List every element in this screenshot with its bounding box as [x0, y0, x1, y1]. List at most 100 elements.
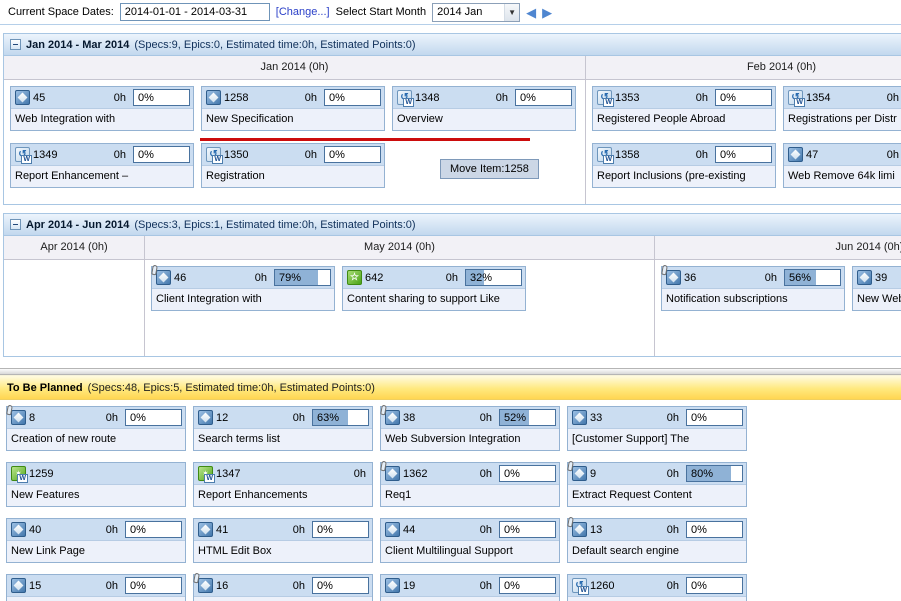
spec-card[interactable]: 1362 0h 0% Req1	[380, 460, 560, 507]
progress-value: 63%	[317, 411, 340, 424]
card-hours: 0h	[254, 271, 267, 284]
requirement-diamond-icon	[11, 578, 26, 593]
card-hours: 0h	[764, 271, 777, 284]
progress-value: 0%	[691, 411, 707, 424]
progress-fill	[687, 466, 731, 481]
section-header[interactable]: Jan 2014 - Mar 2014 (Specs:9, Epics:0, Es…	[4, 34, 901, 56]
change-dates-link[interactable]: [Change...]	[275, 6, 330, 18]
progress-box: 0%	[499, 465, 556, 482]
card-hours: 0h	[495, 91, 508, 104]
progress-box: 0%	[499, 521, 556, 538]
card-id: 40	[29, 523, 42, 536]
space-dates-input[interactable]	[119, 3, 270, 21]
spec-card[interactable]: 13 0h 0% Default search engine	[567, 516, 747, 563]
start-month-select[interactable]: 2014 Jan ▼	[432, 2, 521, 22]
month-card-area: 36 0h 56% Notification subscriptions 39 New W…	[655, 260, 901, 356]
card-header: 470h0%	[784, 144, 901, 166]
space-dates-label: Current Space Dates:	[8, 6, 114, 18]
card-header: 45 0h 0%	[11, 87, 193, 109]
month-card-area: 46 0h 79% Client Integration with ☆ 642 0h 32% C…	[145, 260, 654, 356]
spec-card[interactable]: 9 0h 80% Extract Request Content	[567, 460, 747, 507]
card-header: 12 0h 63%	[194, 407, 372, 429]
requirement-diamond-icon	[385, 522, 400, 537]
card-id: 8	[29, 411, 36, 424]
progress-value: 52%	[504, 411, 527, 424]
spec-card[interactable]: 36 0h 56% Notification subscriptions	[661, 264, 845, 311]
spec-card[interactable]: 33 0h 0% [Customer Support] The	[567, 406, 747, 451]
card-title: Support SHA	[194, 597, 372, 601]
month-column: May 2014 (0h) 46 0h 79% Client Integration w…	[144, 236, 654, 356]
spec-card[interactable]: 12 0h 63% Search terms list	[193, 406, 373, 451]
progress-box: 0%	[125, 409, 182, 426]
card-hours: 0h	[479, 579, 492, 592]
requirement-diamond-icon	[385, 578, 400, 593]
section-header[interactable]: Apr 2014 - Jun 2014 (Specs:3, Epics:1, Es…	[4, 214, 901, 236]
card-header: 38 0h 52%	[380, 404, 559, 429]
progress-value: 0%	[504, 523, 520, 536]
collapse-icon[interactable]	[10, 219, 21, 230]
card-id: 9	[590, 467, 597, 480]
card-id: 19	[403, 579, 416, 592]
spec-card[interactable]: 16 0h 0% Support SHA	[193, 572, 373, 601]
section-splitter[interactable]	[0, 368, 901, 375]
card-id: 1354	[806, 91, 831, 104]
card-hours: 0h	[886, 148, 899, 161]
progress-fill	[785, 270, 816, 285]
prev-month-icon[interactable]: ◀	[526, 4, 537, 20]
card-header: 33 0h 0%	[568, 407, 746, 429]
spec-card[interactable]: 8 0h 0% Creation of new route	[6, 404, 186, 451]
progress-box: 0%	[686, 521, 743, 538]
progress-box: 0%	[686, 409, 743, 426]
card-title: Encrypt bookmark	[7, 597, 185, 601]
spec-card[interactable]: 19 0h 0% Dashboard styles produci	[380, 574, 560, 601]
spec-card[interactable]: 39 New Web	[852, 266, 901, 311]
progress-fill	[313, 410, 348, 425]
next-month-icon[interactable]: ▶	[542, 4, 553, 20]
section-timeline: Apr 2014 - Jun 2014 (Specs:3, Epics:1, Es…	[3, 213, 901, 357]
card-hours: 0h	[304, 148, 317, 161]
requirement-diamond-icon	[198, 410, 213, 425]
wiki-page-icon: ↺W	[206, 147, 223, 164]
spec-card[interactable]: 44 0h 0% Client Multilingual Support	[380, 518, 560, 563]
progress-value: 0%	[130, 411, 146, 424]
progress-value: 0%	[329, 91, 345, 104]
month-column-header: Apr 2014 (0h)	[4, 236, 144, 260]
card-id: 1350	[224, 148, 249, 161]
spec-card[interactable]: 38 0h 52% Web Subversion Integration	[380, 404, 560, 451]
progress-box: 0%	[715, 146, 772, 163]
spec-card[interactable]: ☆ 642 0h 32% Content sharing to support Like	[342, 266, 526, 311]
card-title: Registrations per Distr	[784, 109, 901, 130]
progress-box: 0%	[133, 146, 190, 163]
spec-card[interactable]: 40 0h 0% New Link Page	[6, 518, 186, 563]
spec-card[interactable]: 470h0%Web Remove 64k limi	[783, 143, 901, 188]
spec-card[interactable]: 45 0h 0% Web Integration with	[10, 86, 194, 131]
collapse-icon[interactable]	[10, 39, 21, 50]
spec-card[interactable]: 15 0h 0% Encrypt bookmark	[6, 574, 186, 601]
progress-fill	[500, 410, 529, 425]
progress-box: 0%	[312, 521, 369, 538]
month-column: Jun 2014 (0h) 36 0h 56% Notification subscri…	[654, 236, 901, 356]
card-id: 1258	[224, 91, 249, 104]
spec-card[interactable]: 46 0h 79% Client Integration with	[151, 264, 335, 311]
spec-card[interactable]: 1258 0h 0% New Specification	[201, 86, 385, 131]
wiki-page-icon: ↺W	[597, 147, 614, 164]
toolbar: Current Space Dates: [Change...] Select …	[0, 0, 901, 25]
spec-card[interactable]: ↺W13540h0%Registrations per Distr	[783, 86, 901, 131]
section-summary: (Specs:48, Epics:5, Estimated time:0h, E…	[87, 381, 375, 394]
drag-move-tooltip: Move Item:1258	[440, 159, 539, 179]
card-title: Default search engine	[568, 541, 746, 562]
card-title: Report Enhancement –	[11, 166, 193, 187]
section-header[interactable]: To Be Planned (Specs:48, Epics:5, Estimat…	[0, 375, 901, 400]
spec-card[interactable]: 41 0h 0% HTML Edit Box	[193, 518, 373, 563]
progress-box: 32%	[465, 269, 522, 286]
